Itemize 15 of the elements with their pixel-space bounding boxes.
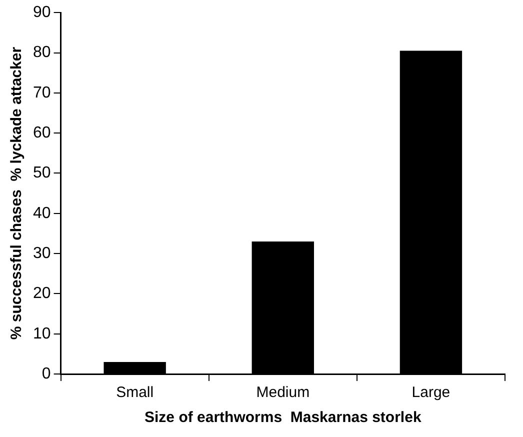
y-tick-label: 30	[33, 244, 51, 262]
y-tick-label: 60	[33, 124, 51, 142]
x-axis-title: Size of earthworms Maskarnas storlek	[144, 409, 422, 426]
x-tick-label: Large	[412, 384, 450, 402]
y-tick-label: 40	[33, 204, 51, 222]
y-axis-title: % successful chases % lyckade attacker	[8, 46, 26, 340]
y-tick-label: 50	[33, 164, 51, 182]
y-tick-label: 70	[33, 84, 51, 102]
y-tick-label: 90	[33, 4, 51, 22]
x-tick-label: Small	[116, 384, 154, 402]
y-tick-label: 20	[33, 285, 51, 302]
y-tick-label: 0	[42, 365, 51, 382]
y-tick-label: 80	[33, 44, 51, 62]
y-tick-label: 10	[33, 325, 51, 342]
x-tick-label: Medium	[256, 384, 310, 402]
